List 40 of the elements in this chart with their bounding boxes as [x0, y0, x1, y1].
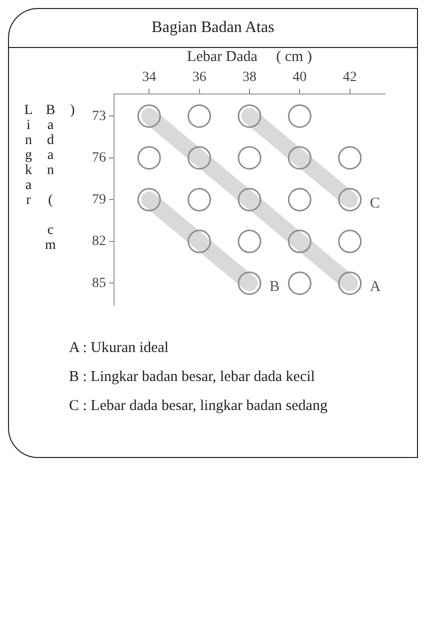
y-axis-title: Lingkar Badan ( cm ): [20, 103, 81, 255]
x-axis-title: Lebar Dada ( cm ): [187, 48, 312, 65]
y-tick-label: 73: [92, 108, 106, 124]
x-tick-label: 40: [292, 70, 307, 86]
text: A : Ukuran ideal: [69, 340, 170, 357]
point: [338, 188, 362, 212]
x-tick-label: 34: [142, 70, 156, 86]
text: C : Lebar dada besar, lingkar badan sedang: [69, 398, 328, 415]
point: [238, 230, 262, 254]
text: B : Lingkar badan besar, lebar dada kecil: [69, 369, 316, 386]
x-tick-label: 42: [342, 70, 357, 86]
point: [137, 146, 161, 170]
point: [188, 188, 212, 212]
x-tick-label: 36: [192, 70, 206, 86]
point: [288, 104, 312, 128]
point: [188, 230, 212, 254]
y-tick-label: 79: [92, 192, 106, 208]
point: [288, 271, 312, 295]
point: [188, 146, 212, 170]
y-tick-label: 82: [92, 234, 106, 250]
point: [288, 146, 312, 170]
point: [137, 188, 161, 212]
series-label: C: [370, 196, 380, 212]
point: [188, 104, 212, 128]
point: [137, 104, 161, 128]
series-label: A: [370, 279, 381, 296]
point: [338, 146, 362, 170]
point: [338, 230, 362, 254]
point: [288, 230, 312, 254]
point: [238, 146, 262, 170]
chart-title: Bagian Badan Atas: [9, 9, 417, 48]
x-tick-label: 38: [242, 70, 256, 86]
point: [238, 271, 262, 295]
y-tick-label: 76: [92, 150, 106, 166]
point: [238, 188, 262, 212]
series-label: B: [270, 279, 280, 296]
y-tick-label: 85: [92, 276, 106, 291]
point: [238, 104, 262, 128]
point: [338, 271, 362, 295]
point: [288, 188, 312, 212]
